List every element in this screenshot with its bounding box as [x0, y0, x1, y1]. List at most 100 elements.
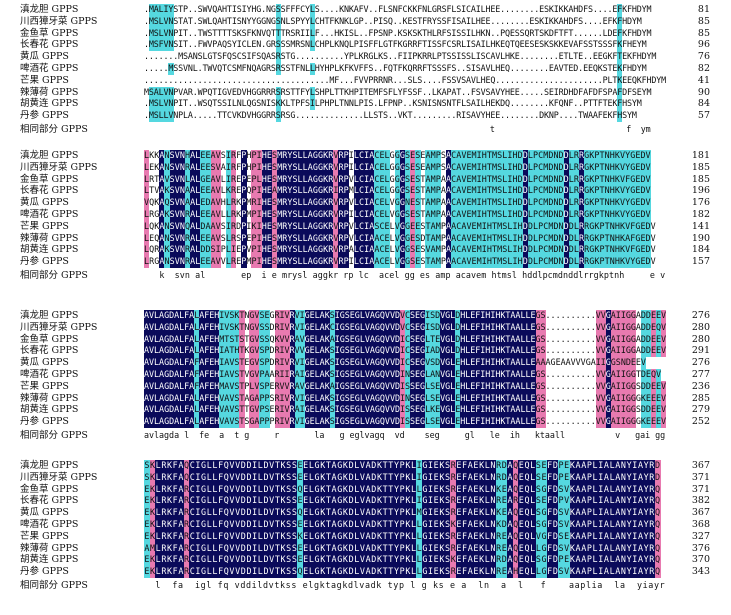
residue-char: T — [417, 15, 423, 26]
residue-shade — [241, 161, 247, 174]
residue-char: K — [334, 39, 340, 50]
residue-char: T — [212, 86, 218, 97]
residue-char: R — [282, 185, 288, 196]
residue-shade — [190, 173, 196, 186]
residue-shade — [589, 197, 595, 209]
residue-char: Y — [625, 197, 631, 208]
residue-shade — [200, 173, 206, 186]
residue-char: A — [210, 150, 216, 160]
residue-char: E — [519, 39, 525, 50]
residue-char: L — [527, 197, 533, 208]
residue-char: E — [384, 232, 390, 243]
residue-shade — [425, 220, 431, 233]
residue-char: L — [329, 39, 335, 50]
residue-char: L — [297, 161, 303, 172]
residue-char: L — [568, 173, 574, 184]
residue-char: A — [190, 173, 196, 184]
residue-char: D — [651, 74, 657, 85]
residue-char: D — [548, 161, 554, 172]
residue-char: D — [517, 173, 523, 184]
residue-char: S — [602, 86, 608, 97]
residue-char: Y — [431, 15, 437, 26]
residue-char: R — [338, 220, 344, 231]
residue-shade — [287, 209, 293, 221]
residue-char: S — [220, 220, 226, 231]
residue-char: Y — [626, 110, 633, 121]
residue-count: 57 — [697, 110, 710, 122]
residue-char: Y — [641, 27, 647, 38]
residue-char: V — [168, 110, 174, 121]
residue-shade — [430, 150, 436, 162]
residue-shade — [174, 197, 181, 209]
residue-char: . — [378, 63, 384, 73]
residue-char: . — [314, 74, 320, 85]
residue-char: L — [527, 173, 533, 184]
residue-shade — [599, 173, 605, 186]
residue-shade — [369, 220, 375, 233]
residue-char: L — [220, 209, 226, 219]
residue-char: R — [328, 185, 334, 196]
residue-char: . — [529, 110, 535, 121]
residue-shade — [394, 161, 401, 174]
residue-char: E — [200, 197, 206, 208]
residue-char: . — [573, 74, 579, 85]
residue-char: . — [519, 4, 525, 14]
residue-char: P — [387, 27, 393, 38]
residue-char: A — [445, 232, 452, 243]
residue-shade — [159, 185, 165, 198]
residue-shade — [215, 197, 222, 209]
residue-char: . — [144, 15, 150, 26]
residue-char: R — [270, 39, 276, 50]
residue-shade — [471, 173, 477, 186]
residue-char: . — [212, 74, 218, 85]
residue-shade — [231, 232, 237, 245]
residue-shade — [630, 197, 636, 209]
residue-char: T — [486, 173, 492, 184]
residue-char: L — [220, 185, 226, 196]
residue-shade — [486, 185, 493, 198]
residue-char: . — [353, 110, 359, 121]
residue-char: S — [280, 4, 286, 14]
residue-shade — [275, 4, 281, 16]
residue-char: . — [144, 27, 150, 38]
residue-shade — [568, 161, 575, 174]
residue-char: E — [524, 39, 530, 50]
residue-char: . — [539, 86, 545, 97]
residue-shade — [604, 161, 610, 174]
residue-char: S — [497, 185, 503, 196]
sequence-row: 辣薄荷 GPPS A V L A G D A L F A L A F E H V A V S T A G A P P S R I V R V I… — [0, 392, 731, 405]
residue-shade — [169, 185, 175, 198]
residue-char: R — [184, 161, 191, 172]
residue-char: D — [568, 220, 574, 231]
residue-char: L — [412, 74, 418, 85]
residue-shade — [445, 185, 452, 198]
residue-shade — [343, 185, 349, 198]
residue-char: P — [435, 150, 441, 160]
residue-shade — [374, 173, 380, 186]
residue-char: . — [373, 4, 379, 14]
residue-char: F — [368, 27, 374, 38]
residue-shade — [502, 197, 508, 209]
residue-shade — [179, 185, 186, 198]
residue-shade — [481, 197, 488, 209]
residue-char: S — [226, 39, 232, 50]
residue-char: R — [436, 4, 442, 14]
residue-char: C — [358, 185, 365, 196]
residue-char: F — [295, 4, 301, 14]
residue-shade — [353, 185, 360, 198]
residue-shade — [215, 161, 222, 174]
residue-shade — [297, 161, 303, 174]
residue-char: G — [290, 51, 296, 62]
residue-char: P — [435, 173, 441, 184]
residue-char: P — [607, 86, 613, 97]
residue-char: I — [348, 209, 354, 219]
residue-char: G — [261, 15, 267, 26]
residue-char: S — [231, 51, 237, 62]
residue-char: L — [144, 161, 150, 172]
residue-char: . — [524, 110, 530, 121]
residue-char: H — [609, 209, 615, 219]
residue-shade — [604, 232, 610, 245]
residue-char: R — [282, 197, 288, 208]
residue-shade — [302, 197, 309, 209]
